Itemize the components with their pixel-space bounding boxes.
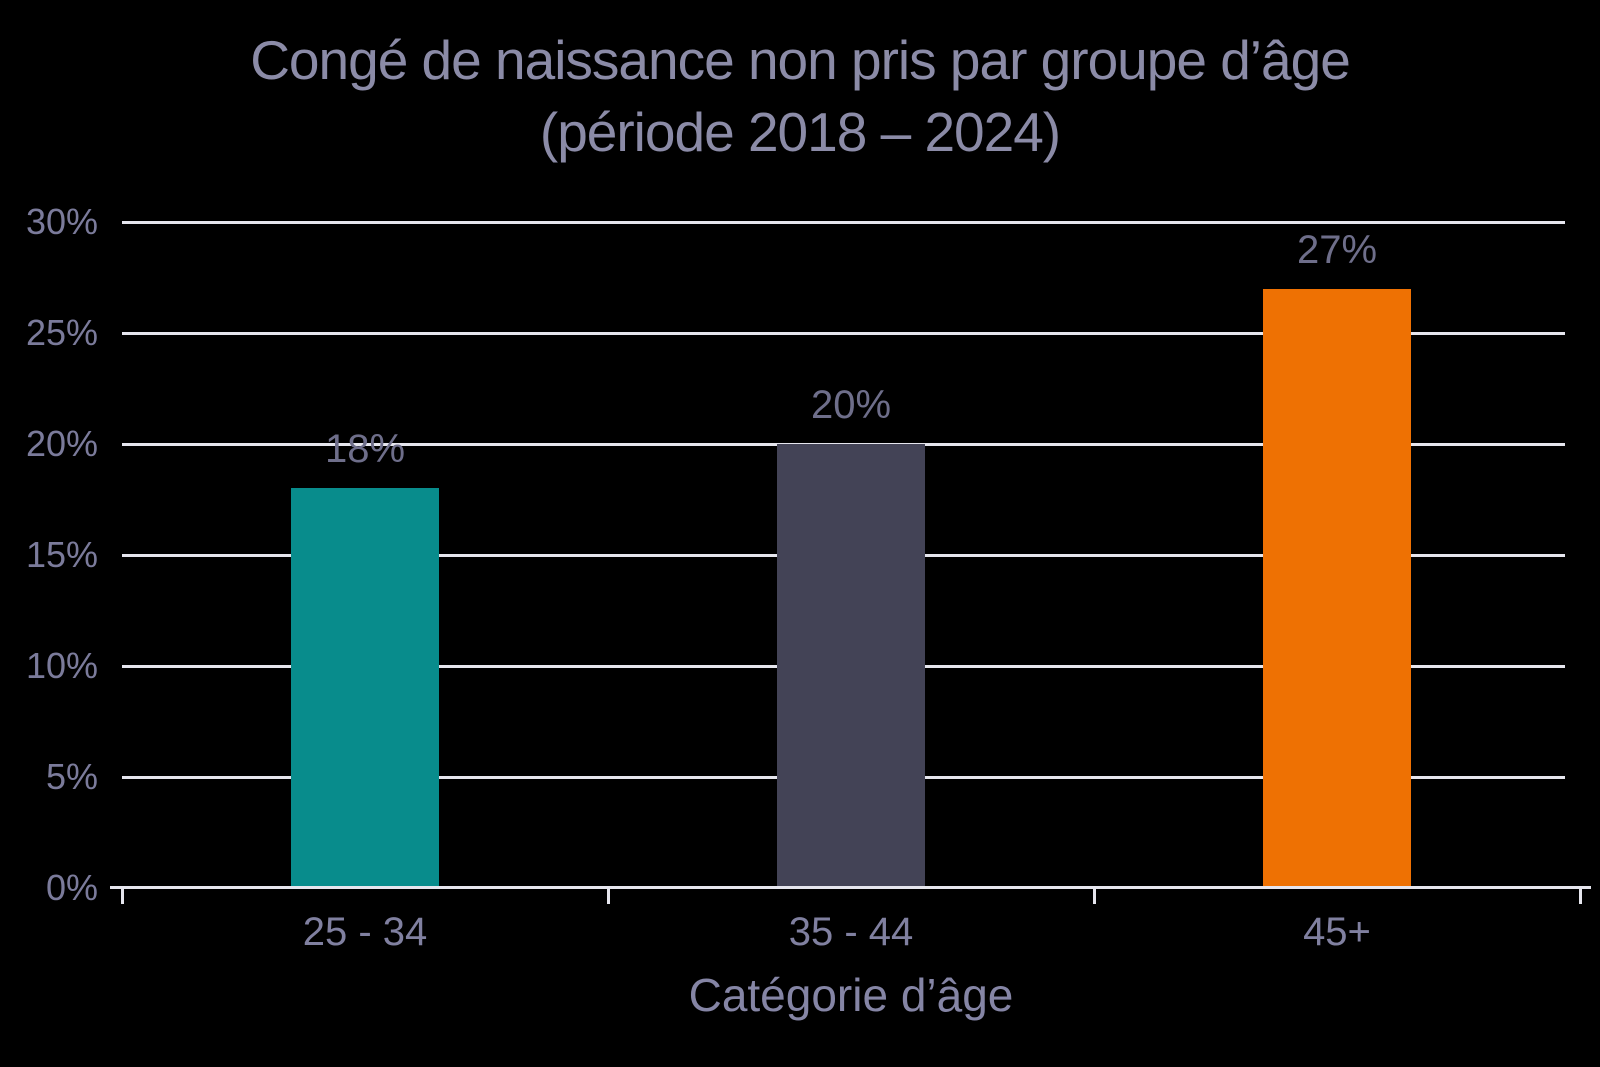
y-axis-tick-label: 20% — [25, 423, 98, 464]
value-label-35-44: 20% — [810, 383, 892, 427]
value-label-45plus: 27% — [1296, 227, 1378, 272]
y-axis-tick-labels: 0% 5% 10% 15% 20% 25% 30% — [0, 0, 98, 1067]
category-label-25-34: 25 - 34 — [302, 910, 428, 954]
bar-35-44 — [777, 444, 925, 888]
x-axis-title: Catégorie d’âge — [688, 969, 1014, 1021]
y-axis-tick-label: 5% — [45, 756, 98, 797]
gridline-30% — [122, 220, 1565, 224]
y-axis-tick-label: 15% — [25, 534, 98, 575]
category-label-45plus: 45+ — [1303, 910, 1371, 954]
chart-title-line-1: Congé de naissance non pris par groupe d… — [250, 29, 1351, 91]
bar-25-34 — [291, 488, 439, 888]
chart-title-line-2: (période 2018 – 2024) — [539, 101, 1061, 163]
x-axis-tick — [607, 888, 610, 904]
y-axis-tick-label: 10% — [25, 645, 98, 686]
value-label-25-34: 18% — [324, 427, 406, 472]
plot-area: 18% 20% 27% — [110, 220, 1591, 904]
chart-title: Congé de naissance non pris par groupe d… — [0, 24, 1600, 168]
category-label-35-44: 35 - 44 — [788, 910, 914, 954]
x-axis-tick — [1093, 888, 1096, 904]
bar-45plus — [1263, 288, 1411, 888]
y-axis-tick-label: 0% — [45, 867, 98, 908]
gridline-25% — [122, 331, 1565, 335]
y-axis-tick-label: 30% — [25, 201, 98, 242]
x-axis-tick — [121, 888, 124, 904]
x-axis-line — [110, 886, 1591, 889]
y-axis-tick-label: 25% — [25, 312, 98, 353]
x-axis-tick — [1579, 888, 1582, 904]
